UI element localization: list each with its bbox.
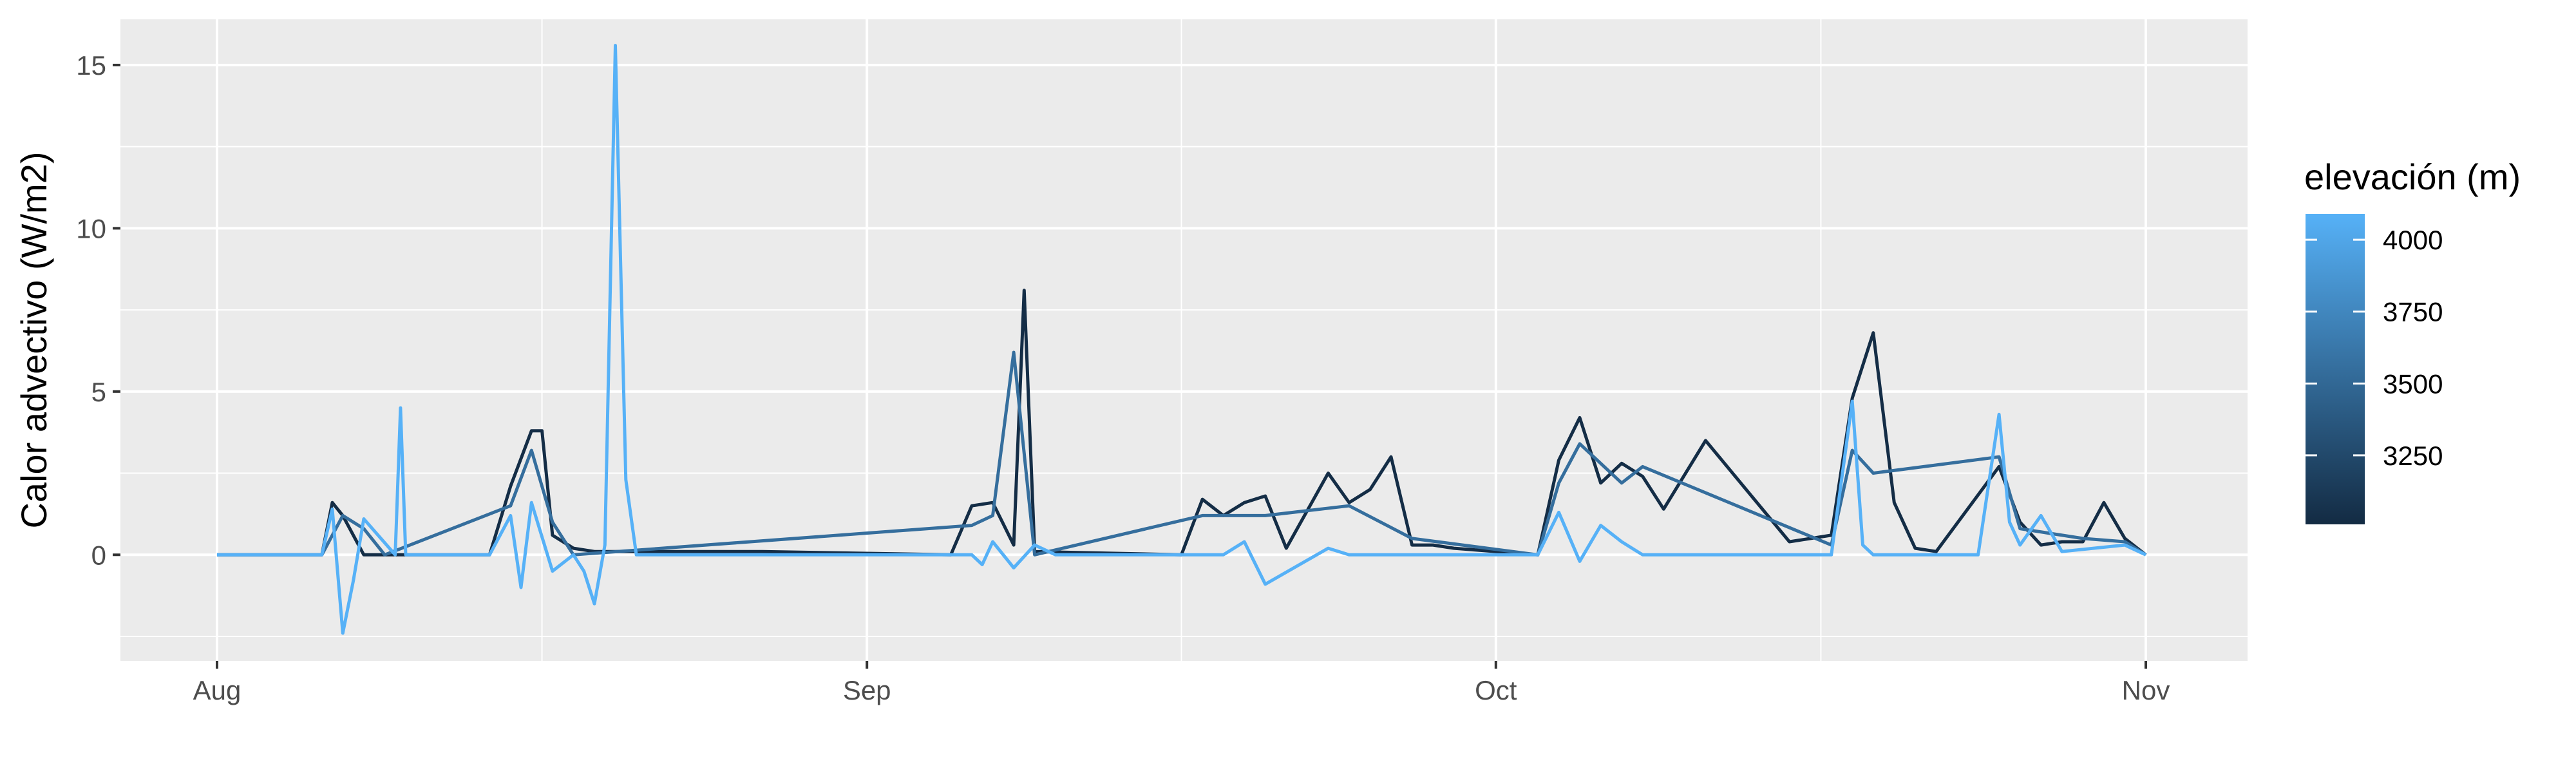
legend-ticks: 4000 3750 3500 3250 [2306,225,2443,471]
series-line-3550 [217,350,2147,557]
legend-colorbar [2306,214,2365,524]
series-line-4090 [217,44,2147,635]
tick-labels: 0 5 10 15 Aug Sep Oct Nov [76,50,2170,705]
legend-label: 3500 [2383,368,2443,399]
legend-label: 4000 [2383,225,2443,255]
y-tick-label: 15 [76,50,106,81]
y-axis-title: Calor advectivo (W/m2) [14,151,54,528]
grid-minor [120,19,2248,661]
x-tick-label: Sep [843,675,891,705]
legend-label: 3750 [2383,297,2443,327]
y-tick-label: 5 [91,377,106,407]
x-tick-label: Oct [1475,675,1517,705]
x-tick-label: Nov [2122,675,2170,705]
panel-background [120,19,2248,661]
x-tick-label: Aug [193,675,242,705]
legend: elevación (m) 4000 3750 3500 3250 [2304,157,2521,524]
axis-ticks [113,63,2147,669]
series-layer [217,44,2147,635]
legend-title: elevación (m) [2304,157,2521,197]
y-tick-label: 0 [91,540,106,570]
legend-label: 3250 [2383,441,2443,471]
series-line-3030 [217,289,2147,557]
y-tick-label: 10 [76,213,106,243]
